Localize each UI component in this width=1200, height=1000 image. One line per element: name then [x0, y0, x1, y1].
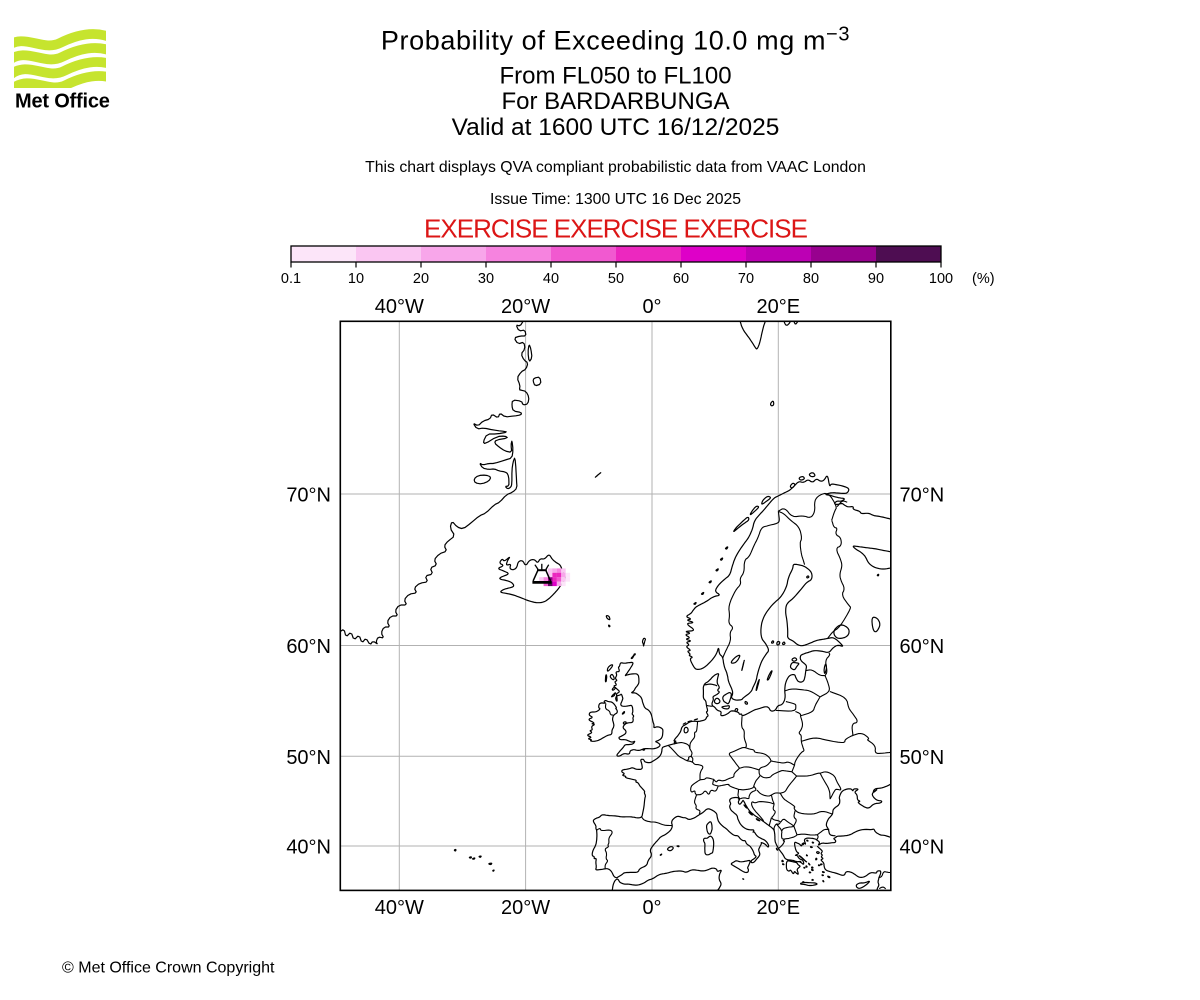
- svg-text:For BARDARBUNGA: For BARDARBUNGA: [501, 88, 729, 115]
- svg-text:Met Office: Met Office: [15, 91, 110, 113]
- svg-text:© Met Office Crown Copyright: © Met Office Crown Copyright: [62, 960, 275, 977]
- svg-text:20°W: 20°W: [501, 296, 550, 318]
- svg-text:40°N: 40°N: [286, 837, 331, 859]
- svg-text:40°N: 40°N: [900, 837, 945, 859]
- svg-text:60°N: 60°N: [900, 636, 945, 658]
- svg-text:40°W: 40°W: [375, 897, 424, 919]
- svg-text:20: 20: [413, 271, 429, 287]
- svg-text:EXERCISE EXERCISE EXERCISE: EXERCISE EXERCISE EXERCISE: [424, 214, 808, 244]
- svg-text:10: 10: [348, 271, 364, 287]
- svg-text:80: 80: [803, 271, 819, 287]
- svg-text:Valid at 1600 UTC 16/12/2025: Valid at 1600 UTC 16/12/2025: [452, 114, 780, 141]
- svg-text:100: 100: [929, 271, 953, 287]
- svg-text:0°: 0°: [642, 897, 661, 919]
- svg-text:70°N: 70°N: [286, 485, 331, 507]
- svg-text:Probability of Exceeding 10.0: Probability of Exceeding 10.0 mg m−3: [381, 24, 850, 56]
- svg-text:50°N: 50°N: [900, 747, 945, 769]
- svg-text:70°N: 70°N: [900, 485, 945, 507]
- svg-text:30: 30: [478, 271, 494, 287]
- svg-text:0.1: 0.1: [281, 271, 301, 287]
- svg-text:0°: 0°: [642, 296, 661, 318]
- svg-text:20°E: 20°E: [757, 296, 801, 318]
- svg-text:Issue Time: 1300 UTC 16 Dec 20: Issue Time: 1300 UTC 16 Dec 2025: [490, 191, 741, 208]
- svg-text:50: 50: [608, 271, 624, 287]
- svg-text:(%): (%): [972, 271, 995, 287]
- svg-text:60°N: 60°N: [286, 636, 331, 658]
- svg-text:60: 60: [673, 271, 689, 287]
- svg-text:70: 70: [738, 271, 754, 287]
- svg-text:This chart displays QVA compli: This chart displays QVA compliant probab…: [365, 159, 866, 176]
- svg-text:20°E: 20°E: [757, 897, 801, 919]
- svg-text:From FL050 to FL100: From FL050 to FL100: [499, 63, 731, 90]
- svg-text:40°W: 40°W: [375, 296, 424, 318]
- svg-text:40: 40: [543, 271, 559, 287]
- svg-text:20°W: 20°W: [501, 897, 550, 919]
- svg-text:50°N: 50°N: [286, 747, 331, 769]
- svg-text:90: 90: [868, 271, 884, 287]
